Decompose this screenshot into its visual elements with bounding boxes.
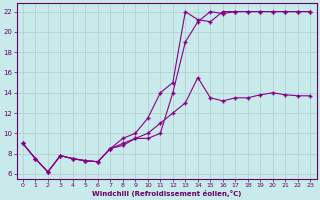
X-axis label: Windchill (Refroidissement éolien,°C): Windchill (Refroidissement éolien,°C) <box>92 190 241 197</box>
